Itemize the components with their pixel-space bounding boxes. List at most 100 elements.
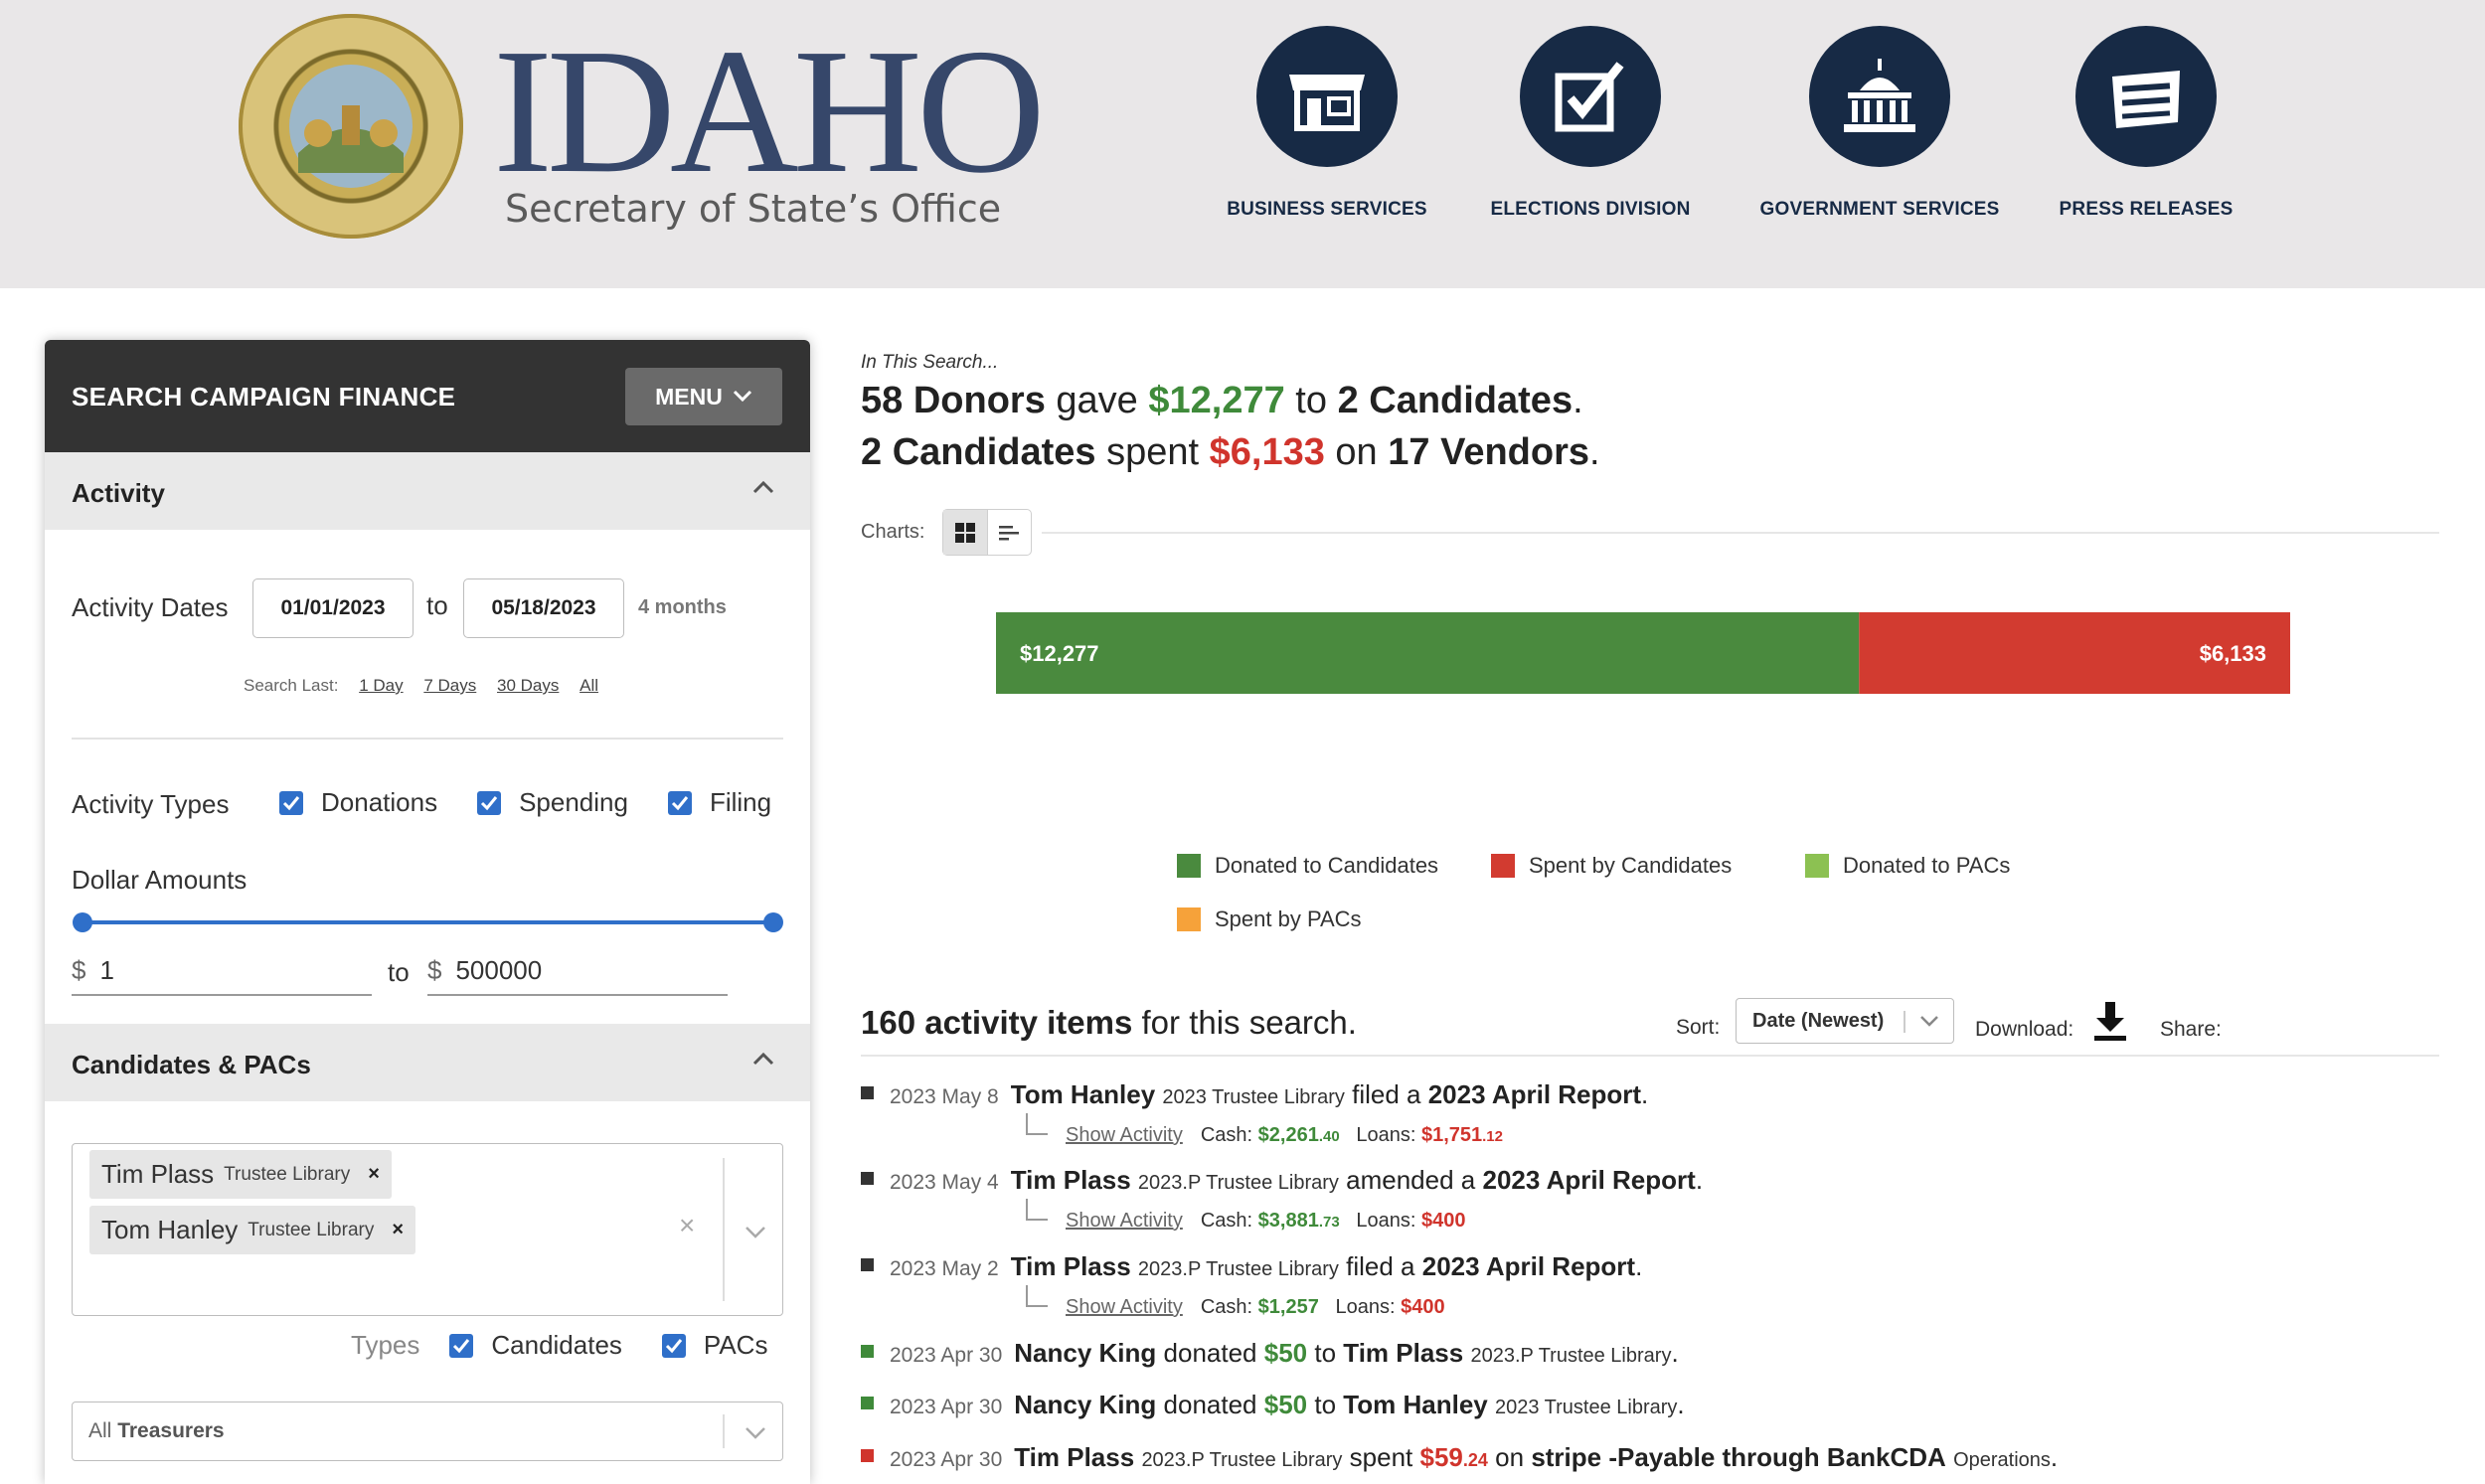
treasurers-select[interactable]: All Treasurers: [72, 1402, 783, 1461]
show-activity-link[interactable]: Show Activity: [1066, 1210, 1183, 1232]
checkbox-checked-icon: [477, 790, 502, 815]
activity-types-group: Donations Spending Filing: [279, 787, 810, 818]
ballot-check-icon: [1520, 26, 1661, 167]
show-activity-link[interactable]: Show Activity: [1066, 1296, 1183, 1318]
search-last-all[interactable]: All: [580, 676, 599, 695]
item-who[interactable]: Nancy King: [1014, 1338, 1157, 1368]
tree-elbow-icon: [1026, 1199, 1048, 1221]
bar-segment-spent-by-candidates[interactable]: [1859, 612, 2290, 694]
item-report[interactable]: 2023 April Report: [1482, 1165, 1696, 1195]
nav-business-services[interactable]: BUSINESS SERVICES: [1198, 26, 1456, 221]
nav-label: BUSINESS SERVICES: [1227, 199, 1427, 220]
spending-checkbox[interactable]: Spending: [477, 787, 628, 818]
search-last-1-day[interactable]: 1 Day: [359, 676, 404, 695]
filing-checkbox[interactable]: Filing: [667, 787, 771, 818]
sort-select[interactable]: Date (Newest): [1736, 998, 1954, 1044]
candidate-select[interactable]: Tim Plass Trustee Library × Tom Hanley T…: [72, 1143, 783, 1316]
activity-dates-label: Activity Dates: [72, 592, 229, 622]
state-seal-logo[interactable]: [239, 14, 463, 239]
chevron-down-icon[interactable]: [745, 1226, 766, 1239]
item-recipient[interactable]: Tom Hanley: [1343, 1390, 1488, 1419]
summary-period: .: [1589, 431, 1600, 473]
amount-max-field[interactable]: $ 500000: [427, 946, 728, 996]
item-amount: $59: [1419, 1442, 1463, 1472]
candidates-section-header[interactable]: Candidates & PACs: [45, 1024, 810, 1101]
show-activity-link[interactable]: Show Activity: [1066, 1124, 1183, 1146]
slider-min-handle[interactable]: [73, 912, 92, 932]
item-who-sub: 2023 Trustee Library: [1162, 1086, 1345, 1108]
item-date: 2023 Apr 30: [890, 1344, 1003, 1367]
nav-government-services[interactable]: GOVERNMENT SERVICES: [1750, 26, 2009, 221]
slider-max-handle[interactable]: [763, 912, 783, 932]
nav-label: GOVERNMENT SERVICES: [1759, 199, 2000, 220]
loans-label: Loans:: [1356, 1124, 1416, 1146]
chevron-down-icon: [733, 390, 751, 403]
cash-cents: .73: [1318, 1214, 1340, 1231]
date-to-input[interactable]: 05/18/2023: [463, 578, 624, 638]
chevron-up-icon[interactable]: [752, 480, 774, 494]
cash-cents: .40: [1318, 1128, 1340, 1145]
item-who[interactable]: Tim Plass: [1014, 1442, 1135, 1472]
item-vendor[interactable]: stripe -Payable through BankCDA: [1531, 1442, 1946, 1472]
item-end: .: [1641, 1079, 1649, 1109]
spent-amount: $6,133: [1209, 431, 1325, 473]
search-last-7-days[interactable]: 7 Days: [423, 676, 477, 695]
item-prep: on: [1495, 1442, 1525, 1472]
date-span: 4 months: [638, 596, 727, 618]
activity-section-header[interactable]: Activity: [45, 452, 810, 530]
candidates-checkbox[interactable]: Candidates: [449, 1330, 622, 1361]
tag-remove-icon[interactable]: ×: [392, 1219, 405, 1240]
grid-view-button[interactable]: [943, 510, 988, 555]
select-divider: [723, 1414, 725, 1448]
legend-item[interactable]: Donated to PACs: [1805, 853, 2010, 879]
donations-checkbox[interactable]: Donations: [279, 787, 437, 818]
legend-item[interactable]: Spent by Candidates: [1491, 853, 1732, 879]
item-report[interactable]: 2023 April Report: [1421, 1251, 1636, 1281]
item-recipient[interactable]: Tim Plass: [1343, 1338, 1464, 1368]
newspaper-icon: [2075, 26, 2217, 167]
list-view-button[interactable]: [988, 510, 1032, 555]
item-report[interactable]: 2023 April Report: [1427, 1079, 1642, 1109]
item-who[interactable]: Nancy King: [1014, 1390, 1157, 1419]
tag-remove-icon[interactable]: ×: [368, 1163, 380, 1185]
clear-selection-icon[interactable]: ×: [679, 1210, 696, 1240]
legend-label: Donated to Candidates: [1215, 853, 1439, 878]
nav-press-releases[interactable]: PRESS RELEASES: [2017, 26, 2275, 221]
item-who[interactable]: Tim Plass: [1010, 1165, 1131, 1195]
dollar-range-slider[interactable]: [82, 920, 772, 924]
legend-label: Donated to PACs: [1843, 853, 2011, 878]
item-verb: amended a: [1346, 1165, 1476, 1195]
menu-button[interactable]: MENU: [625, 368, 782, 425]
legend-item[interactable]: Donated to Candidates: [1177, 853, 1438, 879]
download-icon[interactable]: [2092, 1002, 2128, 1044]
bar-segment-donated-to-candidates[interactable]: [996, 612, 1860, 694]
date-from-input[interactable]: 01/01/2023: [252, 578, 414, 638]
summary-prep: to: [1295, 380, 1327, 421]
chevron-up-icon[interactable]: [752, 1052, 774, 1066]
currency-symbol: $: [427, 954, 442, 985]
item-prep: to: [1314, 1338, 1337, 1368]
pacs-checkbox[interactable]: PACs: [661, 1330, 767, 1361]
idaho-logo-title[interactable]: IDAHO: [493, 12, 1046, 210]
search-last-30-days[interactable]: 30 Days: [497, 676, 560, 695]
item-who[interactable]: Tom Hanley: [1010, 1079, 1156, 1109]
legend-swatch: [1177, 907, 1201, 931]
nav-elections-division[interactable]: ELECTIONS DIVISION: [1461, 26, 1720, 221]
bar-value-label: $12,277: [1020, 641, 1099, 666]
donations-label: Donations: [321, 787, 438, 817]
amount-min-field[interactable]: $ 1: [72, 946, 372, 996]
spending-bullet-icon: [861, 1449, 874, 1462]
legend-item[interactable]: Spent by PACs: [1177, 907, 1362, 932]
activity-item: 2023 May 2 Tim Plass 2023.P Trustee Libr…: [861, 1251, 1642, 1282]
tag-subtitle: Trustee Library: [224, 1163, 351, 1185]
item-verb: filed a: [1346, 1251, 1415, 1281]
checkbox-checked-icon: [449, 1333, 474, 1358]
search-last: Search Last: 1 Day 7 Days 30 Days All: [244, 676, 598, 696]
item-who[interactable]: Tim Plass: [1010, 1251, 1131, 1281]
candidate-tag: Tim Plass Trustee Library ×: [89, 1150, 392, 1199]
checkbox-checked-icon: [661, 1333, 686, 1358]
storefront-icon: [1256, 26, 1398, 167]
cash-label: Cash:: [1200, 1124, 1253, 1146]
activity-count-suffix: for this search.: [1141, 1004, 1357, 1041]
item-amount: $50: [1263, 1390, 1308, 1419]
